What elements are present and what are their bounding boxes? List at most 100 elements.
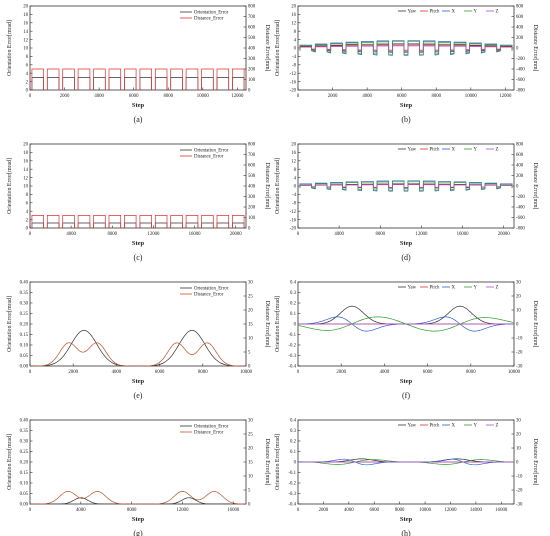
y-tick-label: 0.05 [20, 492, 29, 497]
y2-tick-label: 25 [248, 295, 253, 300]
y-tick-label: 4 [26, 72, 29, 77]
x-axis-label: Step [132, 378, 145, 385]
legend-label: Pitch [430, 424, 440, 429]
chart-panel-8: 0 2000 4000 6000 8000 10000 12000 14000 16000-0.… [275, 419, 538, 536]
chart-panel-7: 0 4000 8000 12000 16000 0.00 0.05 0.10 0.15 0.20 0… [7, 419, 270, 536]
y2-tick-label: 700 [248, 153, 256, 158]
y-tick-label: -20 [290, 89, 297, 94]
y-tick-label: -0.2 [288, 482, 296, 487]
y2-tick-label: 400 [248, 185, 256, 190]
x-tick-label: 8000 [466, 370, 476, 375]
y-tick-label: 2 [26, 218, 29, 223]
legend-label: Y [474, 424, 478, 429]
series-line-x [299, 40, 513, 56]
y-tick-label: 0.1 [290, 312, 297, 317]
legend-label: Yaw [408, 10, 417, 15]
y2-tick-label: 0 [516, 185, 519, 190]
x-tick-label: 4000 [380, 370, 390, 375]
y2-tick-label: 5 [248, 351, 251, 356]
y2-tick-label: -10 [516, 337, 523, 342]
y-tick-label: 0.40 [20, 419, 29, 424]
y2-tick-label: 10 [516, 447, 521, 452]
y-tick-label: 14 [23, 30, 28, 35]
y2-tick-label: -10 [516, 475, 523, 480]
x-tick-label: 4000 [76, 508, 86, 513]
panel-caption: (c) [134, 253, 143, 262]
legend-label: Orientation_Error [194, 11, 229, 16]
y2-tick-label: -400 [516, 68, 525, 73]
x-tick-label: 8000 [127, 508, 137, 513]
y2-tick-label: 600 [516, 15, 524, 20]
y2-tick-label: 5 [248, 489, 251, 494]
x-tick-label: 10000 [240, 370, 253, 375]
x-tick-label: 8000 [198, 370, 208, 375]
y2-tick-label: 200 [516, 174, 524, 179]
y2-tick-label: 30 [516, 419, 521, 424]
y2-tick-label: 300 [248, 57, 256, 62]
y-tick-label: 0.20 [20, 461, 29, 466]
y2-tick-label: 0 [248, 503, 251, 508]
x-axis-label: Step [132, 102, 145, 109]
x-tick-label: 2000 [68, 370, 78, 375]
y2-tick-label: -20 [516, 351, 523, 356]
x-tick-label: 0 [297, 508, 300, 513]
y-tick-label: 0.10 [20, 482, 29, 487]
x-tick-label: 2000 [328, 94, 338, 99]
y-tick-label: 0 [294, 47, 297, 52]
legend-label: Pitch [430, 10, 440, 15]
y2-axis-label: Distance Error[mm] [264, 163, 270, 210]
y2-tick-label: -600 [516, 78, 525, 83]
legend-label: Z [496, 148, 499, 153]
legend-label: X [452, 10, 456, 15]
y-tick-label: -0.1 [288, 471, 296, 476]
x-tick-label: 8000 [375, 232, 385, 237]
y-tick-label: 8 [294, 30, 297, 35]
x-tick-label: 4000 [334, 232, 344, 237]
y2-tick-label: 30 [248, 281, 253, 286]
legend-label: Z [496, 286, 499, 291]
y-tick-label: 0.2 [290, 302, 297, 307]
x-tick-label: 20000 [498, 232, 511, 237]
y2-tick-label: 0 [248, 227, 251, 232]
y2-tick-label: 600 [516, 153, 524, 158]
x-tick-label: 6000 [369, 508, 379, 513]
series-line-x [299, 180, 513, 192]
x-tick-label: 4000 [66, 232, 76, 237]
x-tick-label: 6000 [397, 94, 407, 99]
y-tick-label: 0.3 [290, 291, 297, 296]
y-axis-label: Orientation Error[mrad] [275, 434, 281, 490]
series-line-y [299, 41, 513, 55]
y-tick-label: 20 [23, 5, 28, 10]
x-tick-label: 8000 [395, 508, 405, 513]
y-tick-label: -4 [292, 55, 297, 60]
y2-tick-label: -20 [516, 489, 523, 494]
y2-tick-label: -30 [516, 365, 523, 370]
x-tick-label: 8000 [107, 232, 117, 237]
legend: Yaw Pitch X Y Z [398, 10, 499, 15]
legend-label: Distance_Error [194, 155, 224, 160]
legend-label: Distance_Error [194, 17, 224, 22]
panel-caption: (e) [134, 391, 143, 400]
y2-tick-label: 0 [248, 89, 251, 94]
y-tick-label: 0.25 [20, 450, 29, 455]
y2-tick-label: 0 [516, 323, 519, 328]
y-tick-label: -0.3 [288, 492, 296, 497]
y-tick-label: 12 [291, 160, 296, 165]
x-tick-label: 0 [29, 370, 32, 375]
x-tick-label: 14000 [470, 508, 483, 513]
y2-tick-label: 300 [248, 195, 256, 200]
series-line-distance-error [30, 491, 246, 504]
chart-panel-3: 0 4000 8000 12000 16000 200000246810121416182… [7, 143, 270, 262]
y2-axis-label: Distance Error[mm] [532, 25, 538, 72]
y-tick-label: 4 [294, 176, 297, 181]
y-tick-label: 0.10 [20, 344, 29, 349]
y-tick-label: -0.3 [288, 354, 296, 359]
x-tick-label: 10000 [197, 94, 210, 99]
chart-panel-2: 0 2000 4000 6000 8000 10000 12000-20-16-12-8-4… [275, 5, 538, 124]
chart-panel-5: 0 2000 4000 6000 8000 10000 0.00 0.05 0.10 0.15 0.… [7, 281, 270, 400]
y2-tick-label: 600 [248, 26, 256, 31]
y-tick-label: 16 [291, 151, 296, 156]
y2-tick-label: 800 [248, 5, 256, 10]
y-tick-label: -8 [292, 64, 297, 69]
x-tick-label: 4000 [112, 370, 122, 375]
